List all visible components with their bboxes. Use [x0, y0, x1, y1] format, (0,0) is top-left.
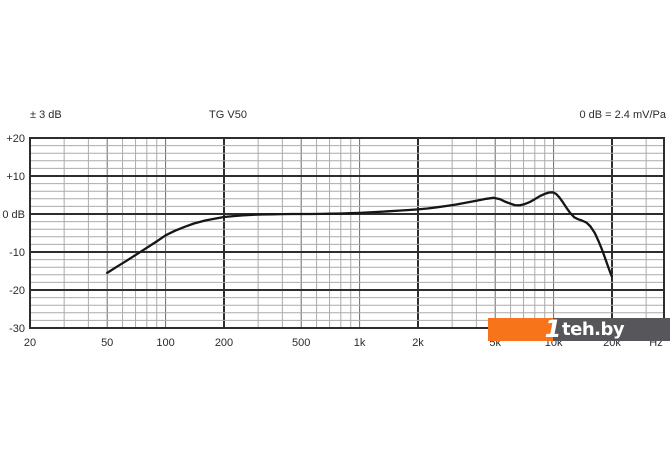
y-tick-label: -30	[9, 323, 25, 335]
response-curve	[106, 191, 613, 278]
plot-border	[29, 137, 665, 329]
x-tick-label: 500	[292, 337, 310, 349]
x-tick-label: 20	[24, 337, 36, 349]
x-tick-label: 200	[215, 337, 233, 349]
x-tick-label: 2k	[412, 337, 424, 349]
x-tick-label: 100	[156, 337, 174, 349]
watermark-badge: 1 teh.by	[488, 315, 670, 343]
x-tick-label: 50	[101, 337, 113, 349]
watermark-one-glyph: 1	[544, 315, 562, 343]
sensitivity-label: 0 dB = 2.4 mV/Pa	[579, 109, 666, 121]
tolerance-label: ± 3 dB	[30, 109, 62, 121]
y-tick-label: -20	[9, 285, 25, 297]
chart-title: TG V50	[209, 109, 247, 121]
y-tick-label: -10	[9, 247, 25, 259]
x-tick-label: 1k	[354, 337, 366, 349]
y-tick-label: +20	[6, 133, 25, 145]
y-tick-label: 0 dB	[2, 209, 25, 221]
y-tick-label: +10	[6, 171, 25, 183]
watermark-orange-block	[488, 318, 553, 341]
watermark-brand-text: teh.by	[562, 319, 625, 340]
watermark-gray-block: teh.by	[553, 318, 670, 341]
